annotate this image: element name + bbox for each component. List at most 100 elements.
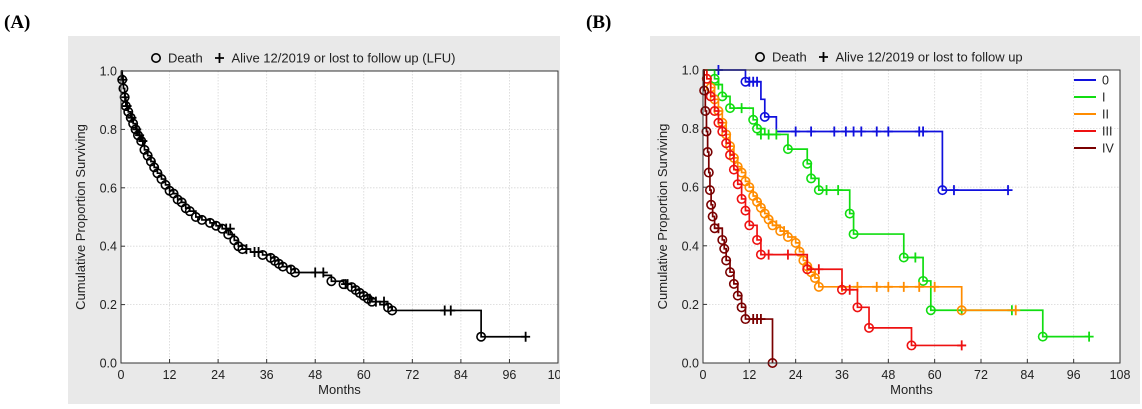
- x-tick-label: 48: [881, 368, 895, 382]
- censored-marker: [371, 296, 381, 307]
- series-legend-label: III: [1102, 125, 1112, 139]
- x-tick-label: 84: [454, 368, 468, 382]
- censored-marker: [833, 185, 843, 196]
- censored-marker: [910, 252, 920, 263]
- x-tick-label: 108: [1110, 368, 1131, 382]
- legend-label: Alive 12/2019 or lost to follow up: [836, 50, 1023, 65]
- panel-label-b: (B): [586, 12, 612, 33]
- censored-marker: [814, 264, 824, 275]
- x-tick-label: 24: [789, 368, 803, 382]
- ticks: 0 12 24 36 48 60 72 84 96 108 0.0 0.2 0.4 0.6 0.8 1.0: [100, 65, 569, 383]
- x-tick-label: 84: [1020, 368, 1034, 382]
- censored-marker: [127, 112, 137, 123]
- death-marker: [699, 85, 710, 96]
- y-tick-label: 0.6: [100, 181, 117, 195]
- series-line: [703, 69, 1009, 191]
- y-tick-label: 0.4: [682, 239, 699, 253]
- x-tick-label: 60: [928, 368, 942, 382]
- x-tick-label: 72: [405, 368, 419, 382]
- censored-marker: [756, 129, 766, 140]
- death-marker: [205, 217, 216, 228]
- death-marker: [852, 302, 863, 313]
- censored-marker: [138, 136, 148, 147]
- censored-marker: [122, 101, 132, 112]
- plot-area: [121, 71, 558, 363]
- death-marker: [728, 278, 739, 289]
- x-axis-label: Months: [318, 382, 361, 397]
- censored-marker: [756, 314, 766, 325]
- death-marker: [717, 126, 728, 137]
- x-tick-label: 24: [211, 368, 225, 382]
- censored-marker: [883, 126, 893, 137]
- grid: [121, 71, 558, 363]
- death-marker: [289, 267, 300, 278]
- survival-plot-a: 0 12 24 36 48 60 72 84 96 108 0.0 0.2 0.4 0.6 0.8 1.0 Mo…: [73, 51, 569, 398]
- x-tick-label: 60: [357, 368, 371, 382]
- panel-label-a: (A): [4, 12, 31, 33]
- legend-plus-icon: [819, 52, 828, 62]
- death-marker: [759, 111, 770, 122]
- death-marker: [713, 117, 724, 128]
- censored-marker: [764, 129, 774, 140]
- x-tick-label: 72: [974, 368, 988, 382]
- death-marker: [794, 246, 805, 257]
- death-marker: [704, 185, 715, 196]
- y-axis-label: Cumulative Proportion Surviving: [655, 124, 670, 310]
- x-tick-label: 0: [700, 368, 707, 382]
- death-marker: [725, 267, 736, 278]
- series-legend-label: 0: [1102, 74, 1109, 88]
- y-tick-label: 0.4: [100, 240, 117, 254]
- censored-marker: [914, 281, 924, 292]
- y-tick-label: 0.0: [100, 357, 117, 371]
- censored-marker: [118, 74, 128, 85]
- censored-marker: [1011, 305, 1021, 316]
- death-marker: [744, 220, 755, 231]
- censored-marker: [883, 281, 893, 292]
- series-III: [701, 69, 967, 351]
- death-marker: [719, 243, 730, 254]
- x-tick-label: 36: [835, 368, 849, 382]
- x-axis-label: Months: [890, 382, 933, 397]
- censored-marker: [764, 249, 774, 260]
- death-marker: [709, 106, 720, 117]
- censored-marker: [806, 126, 816, 137]
- plot-frame: [702, 69, 1121, 364]
- series-IV: [699, 69, 778, 368]
- death-marker: [752, 123, 763, 134]
- death-marker: [476, 331, 487, 342]
- censored-marker: [132, 124, 142, 135]
- series-legend-label: II: [1102, 108, 1109, 122]
- plot-frame: [120, 70, 559, 364]
- death-marker: [211, 220, 222, 231]
- censored-marker: [791, 126, 801, 137]
- series-line: [703, 69, 1090, 338]
- death-marker: [701, 126, 712, 137]
- censored-marker: [310, 267, 320, 278]
- censored-marker: [872, 281, 882, 292]
- death-marker: [706, 199, 717, 210]
- x-tick-label: 12: [742, 368, 756, 382]
- y-tick-label: 0.0: [682, 357, 699, 371]
- censored-marker: [225, 223, 235, 234]
- ticks: 0 12 24 36 48 60 72 84 96 108 0.0 0.2 0.4 0.6 0.8 1.0: [682, 64, 1131, 383]
- censored-marker: [957, 340, 967, 351]
- death-marker: [809, 273, 820, 284]
- legend-plus-icon: [215, 53, 224, 63]
- censored-marker: [849, 126, 859, 137]
- series-0: [703, 65, 1013, 196]
- death-marker: [740, 205, 751, 216]
- x-tick-label: 96: [502, 368, 516, 382]
- death-marker: [925, 305, 936, 316]
- death-marker: [906, 340, 917, 351]
- censored-marker: [241, 244, 251, 255]
- death-marker: [802, 264, 813, 275]
- death-marker: [802, 158, 813, 169]
- y-tick-label: 0.8: [100, 123, 117, 137]
- death-marker: [790, 237, 801, 248]
- censored-marker: [841, 126, 851, 137]
- legend-death-icon: [151, 52, 162, 63]
- death-marker: [736, 302, 747, 313]
- censored-marker: [822, 185, 832, 196]
- legend-label: Death: [168, 51, 203, 66]
